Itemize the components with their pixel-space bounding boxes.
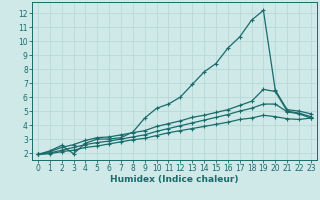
X-axis label: Humidex (Indice chaleur): Humidex (Indice chaleur)	[110, 175, 239, 184]
